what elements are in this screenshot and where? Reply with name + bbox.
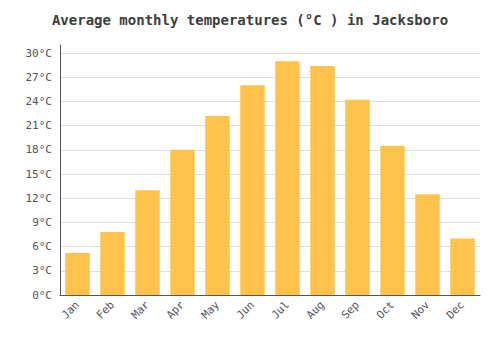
svg-text:Nov: Nov: [409, 298, 432, 321]
svg-text:Average monthly temperatures (: Average monthly temperatures (°C ) in Ja…: [52, 12, 448, 28]
svg-text:24°C: 24°C: [26, 95, 53, 108]
svg-text:Jun: Jun: [234, 298, 257, 321]
svg-text:Jan: Jan: [59, 298, 82, 321]
svg-text:Mar: Mar: [129, 298, 152, 321]
svg-text:3°C: 3°C: [32, 264, 52, 277]
svg-text:Aug: Aug: [304, 298, 327, 321]
svg-text:18°C: 18°C: [26, 143, 53, 156]
svg-text:Apr: Apr: [164, 298, 187, 321]
svg-text:9°C: 9°C: [32, 216, 52, 229]
svg-text:15°C: 15°C: [26, 168, 53, 181]
svg-text:Jul: Jul: [269, 298, 292, 321]
svg-text:Sep: Sep: [339, 298, 362, 321]
svg-text:May: May: [199, 298, 222, 321]
svg-text:12°C: 12°C: [26, 192, 53, 205]
svg-text:Feb: Feb: [94, 298, 117, 321]
svg-text:6°C: 6°C: [32, 240, 52, 253]
svg-text:0°C: 0°C: [32, 289, 52, 302]
svg-text:Dec: Dec: [444, 298, 467, 321]
svg-text:21°C: 21°C: [26, 119, 53, 132]
svg-text:Oct: Oct: [374, 298, 397, 321]
svg-text:30°C: 30°C: [26, 47, 53, 60]
svg-text:27°C: 27°C: [26, 71, 53, 84]
